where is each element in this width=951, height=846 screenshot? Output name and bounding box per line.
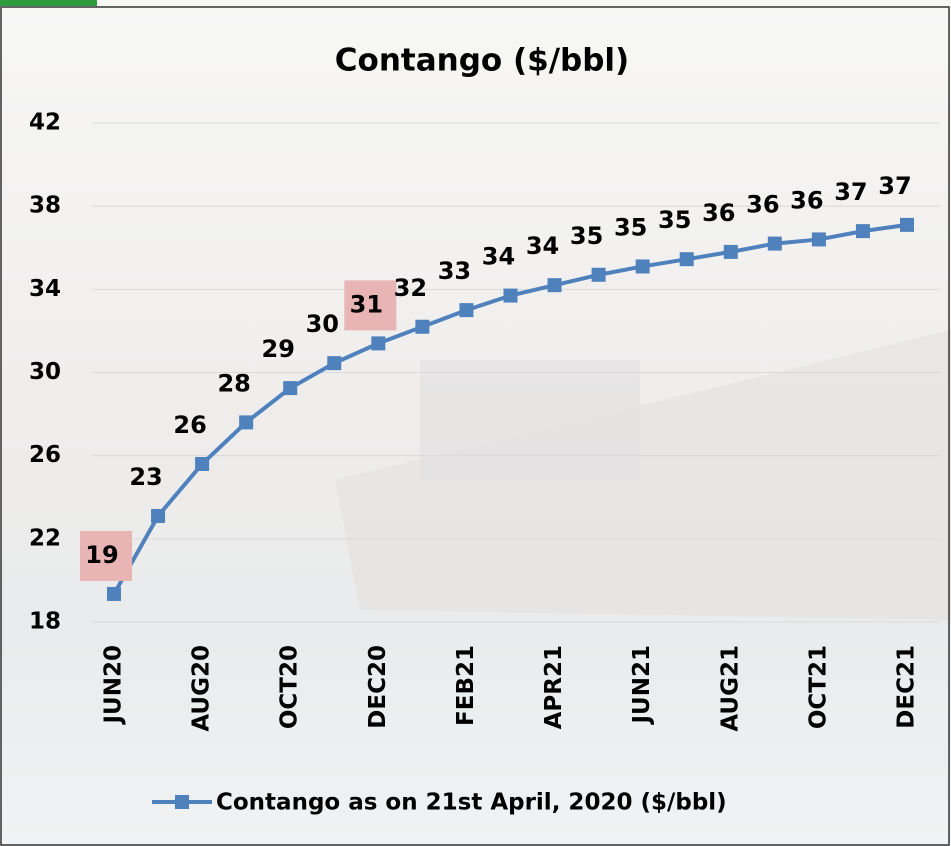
data-label: 37 [878, 172, 911, 200]
ship-bridge [420, 360, 640, 480]
point-marker [855, 224, 870, 239]
data-label: 34 [482, 243, 515, 271]
data-label: 35 [570, 222, 603, 250]
x-tick-label: DEC21 [894, 645, 920, 729]
data-label: 19 [85, 541, 118, 569]
point-marker [679, 252, 694, 267]
data-label: 35 [658, 206, 691, 234]
y-tick-label: 30 [29, 359, 61, 385]
point-marker [547, 278, 562, 293]
y-tick-label: 18 [29, 609, 61, 635]
point-marker [459, 303, 474, 318]
data-label: 35 [614, 213, 647, 241]
point-marker [239, 415, 254, 430]
data-label: 29 [262, 335, 295, 363]
data-label: 23 [129, 463, 162, 491]
y-tick-label: 22 [29, 525, 61, 551]
point-marker [767, 236, 782, 251]
point-marker [811, 232, 826, 247]
x-tick-label: AUG20 [189, 645, 215, 732]
point-marker [900, 217, 914, 232]
legend-label: Contango as on 21st April, 2020 ($/bbl) [216, 790, 727, 816]
y-tick-label: 26 [29, 442, 61, 468]
x-tick-label: APR21 [541, 645, 567, 729]
point-marker [723, 244, 738, 259]
data-label: 34 [526, 232, 559, 260]
chart-title: Contango ($/bbl) [335, 43, 629, 79]
x-tick-label: JUN21 [629, 645, 655, 726]
frame [0, 6, 950, 846]
data-label: 36 [746, 191, 779, 219]
point-marker [415, 319, 430, 334]
accent-bar [0, 0, 97, 6]
data-label: 32 [394, 274, 427, 302]
y-tick-label: 42 [29, 110, 61, 136]
data-label: 31 [350, 290, 383, 318]
point-marker [635, 259, 650, 274]
point-marker [195, 456, 210, 471]
data-label: 28 [217, 369, 250, 397]
ship-silhouette [335, 330, 951, 620]
y-tick-label: 34 [29, 276, 61, 302]
legend: Contango as on 21st April, 2020 ($/bbl) [152, 790, 727, 816]
x-tick-label: FEB21 [453, 645, 479, 726]
label-highlight [344, 280, 397, 331]
x-tick-label: OCT21 [805, 645, 831, 729]
point-marker [503, 288, 518, 303]
legend-marker [175, 795, 189, 809]
point-marker [591, 267, 606, 282]
point-marker [283, 381, 298, 396]
x-tick-label: OCT20 [277, 645, 303, 729]
data-label: 26 [173, 411, 206, 439]
point-marker [371, 336, 386, 351]
x-tick-label: JUN20 [101, 645, 127, 726]
y-tick-label: 38 [29, 193, 61, 219]
data-label: 37 [834, 178, 867, 206]
data-label: 36 [790, 186, 823, 214]
point-marker [327, 356, 342, 371]
x-tick-label: DEC20 [365, 645, 391, 729]
data-label: 33 [438, 257, 471, 285]
label-highlight [80, 530, 132, 581]
data-label: 36 [702, 199, 735, 227]
point-marker [151, 508, 166, 523]
x-tick-label: AUG21 [717, 645, 743, 732]
point-marker [107, 586, 121, 601]
data-label: 30 [306, 310, 339, 338]
